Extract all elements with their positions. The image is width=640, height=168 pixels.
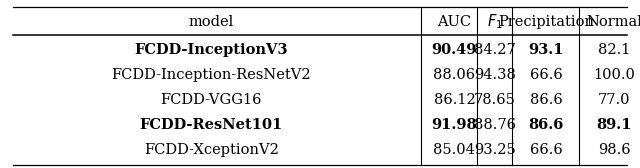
Text: 66.6: 66.6 — [529, 143, 563, 157]
Text: 94.38: 94.38 — [474, 68, 516, 82]
Text: 89.1: 89.1 — [596, 118, 632, 132]
Text: 77.0: 77.0 — [598, 93, 630, 107]
Text: Normal: Normal — [586, 15, 640, 29]
Text: model: model — [189, 15, 234, 29]
Text: 98.6: 98.6 — [598, 143, 630, 157]
Text: FCDD-ResNet101: FCDD-ResNet101 — [140, 118, 283, 132]
Text: FCDD-InceptionV3: FCDD-InceptionV3 — [134, 43, 288, 57]
Text: 90.49: 90.49 — [432, 43, 477, 57]
Text: 86.6: 86.6 — [528, 118, 564, 132]
Text: 93.25: 93.25 — [474, 143, 516, 157]
Text: 86.12: 86.12 — [433, 93, 476, 107]
Text: AUC: AUC — [437, 15, 472, 29]
Text: $F_1$: $F_1$ — [487, 12, 502, 31]
Text: 93.1: 93.1 — [528, 43, 564, 57]
Text: FCDD-VGG16: FCDD-VGG16 — [161, 93, 262, 107]
Text: 86.6: 86.6 — [529, 93, 563, 107]
Text: 78.65: 78.65 — [474, 93, 516, 107]
Text: FCDD-Inception-ResNetV2: FCDD-Inception-ResNetV2 — [111, 68, 311, 82]
Text: 66.6: 66.6 — [529, 68, 563, 82]
Text: 88.76: 88.76 — [474, 118, 516, 132]
Text: 85.04: 85.04 — [433, 143, 476, 157]
Text: 82.1: 82.1 — [598, 43, 630, 57]
Text: 91.98: 91.98 — [431, 118, 477, 132]
Text: 88.06: 88.06 — [433, 68, 476, 82]
Text: 84.27: 84.27 — [474, 43, 516, 57]
Text: Precipitation: Precipitation — [498, 15, 594, 29]
Text: FCDD-XceptionV2: FCDD-XceptionV2 — [144, 143, 278, 157]
Text: 100.0: 100.0 — [593, 68, 636, 82]
